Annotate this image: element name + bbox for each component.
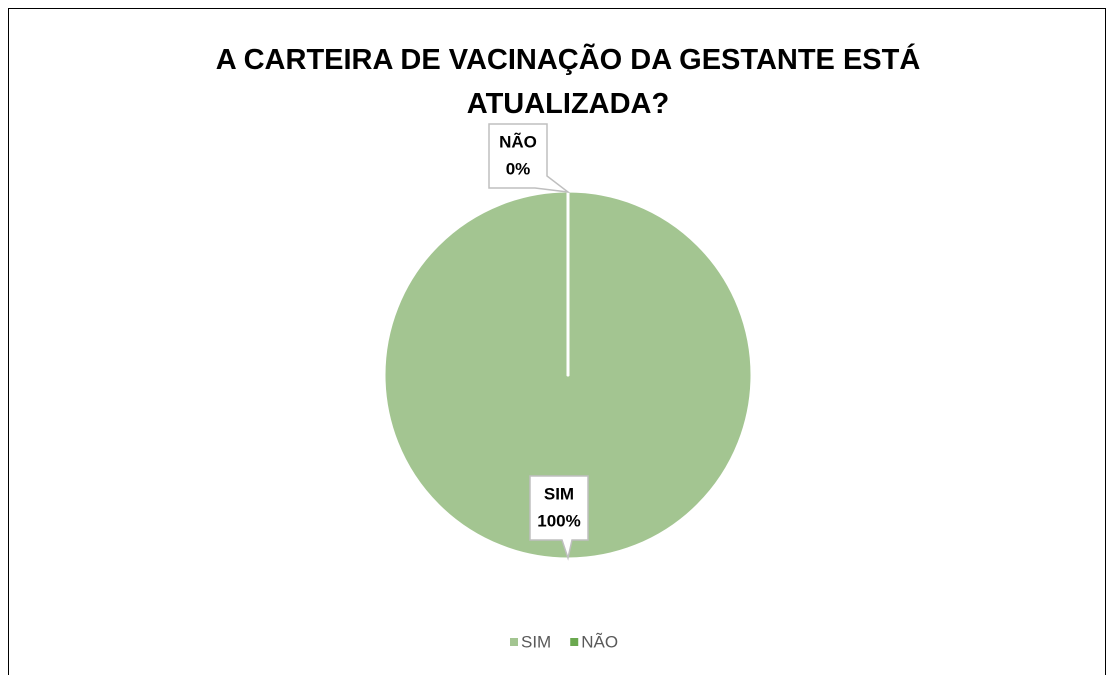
data-label-value: 100% xyxy=(537,511,580,530)
data-label-category: SIM xyxy=(544,484,574,503)
callout-box xyxy=(529,475,589,561)
chart-title: A CARTEIRA DE VACINAÇÃO DA GESTANTE ESTÁ… xyxy=(215,44,921,120)
legend-swatch xyxy=(510,638,518,646)
data-label-value: 0% xyxy=(506,159,531,178)
legend-label: NÃO xyxy=(581,632,618,651)
callout-box xyxy=(488,123,571,194)
data-label-category: NÃO xyxy=(499,131,537,151)
legend-swatch xyxy=(570,638,579,646)
chart-frame xyxy=(8,8,1106,675)
legend-label: SIM xyxy=(521,632,551,651)
